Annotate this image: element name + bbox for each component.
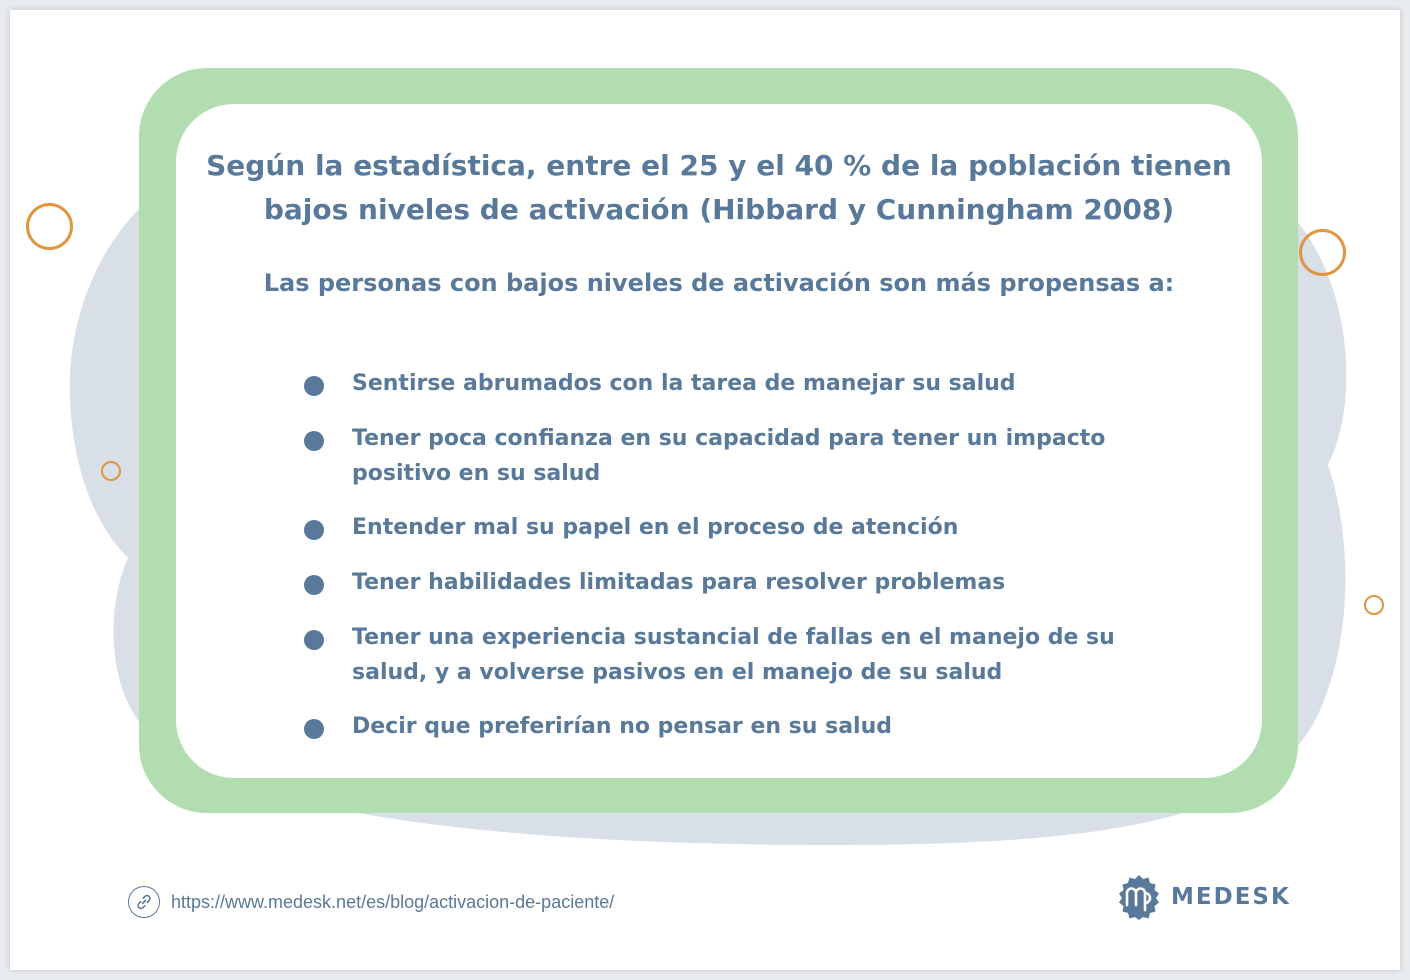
headline-line: bajos niveles de activación (Hibbard y C… [263,193,1175,226]
list-item-text: Tener poca confianza en su capacidad par… [352,421,1152,491]
list-item-line: Tener una experiencia sustancial de fall… [352,625,1115,650]
list-item-text: Tener una experiencia sustancial de fall… [352,620,1152,690]
bullet-dot-icon [304,431,324,451]
logo-text: MEDESK [1171,884,1291,910]
decorative-ring [101,461,121,481]
list-item-line: salud, y a volverse pasivos en el manejo… [352,660,1003,685]
source-link[interactable]: https://www.medesk.net/es/blog/activacio… [128,884,614,920]
content-panel: Según la estadística, entre el 25 y el 4… [176,104,1262,778]
list-item-line: Tener poca confianza en su capacidad par… [352,426,1106,451]
infographic-card: Según la estadística, entre el 25 y el 4… [10,10,1400,970]
decorative-ring [1299,229,1346,276]
headline: Según la estadística, entre el 25 y el 4… [176,144,1262,232]
headline-line: Según la estadística, entre el 25 y el 4… [206,149,1232,182]
list-item-text: Entender mal su papel en el proceso de a… [352,510,1152,545]
list-item-line: Decir que preferirían no pensar en su sa… [352,714,892,739]
link-icon [128,886,160,918]
medesk-logo: MEDESK [1116,873,1291,921]
bullet-dot-icon [304,630,324,650]
bullet-dot-icon [304,520,324,540]
medesk-logo-icon [1119,875,1159,920]
bullet-dot-icon [304,719,324,739]
list-item-text: Tener habilidades limitadas para resolve… [352,565,1152,600]
decorative-ring [26,203,73,250]
list-item-text: Sentirse abrumados con la tarea de manej… [352,366,1152,401]
list-item-line: Sentirse abrumados con la tarea de manej… [352,371,1016,396]
bullet-dot-icon [304,575,324,595]
source-url[interactable]: https://www.medesk.net/es/blog/activacio… [171,891,615,912]
list-item-line: Entender mal su papel en el proceso de a… [352,515,959,540]
list-item-text: Decir que preferirían no pensar en su sa… [352,709,1152,744]
subheading: Las personas con bajos niveles de activa… [263,269,1175,297]
bullet-dot-icon [304,376,324,396]
list-item-line: positivo en su salud [352,461,601,486]
decorative-ring [1364,595,1384,615]
list-item-line: Tener habilidades limitadas para resolve… [352,570,1006,595]
